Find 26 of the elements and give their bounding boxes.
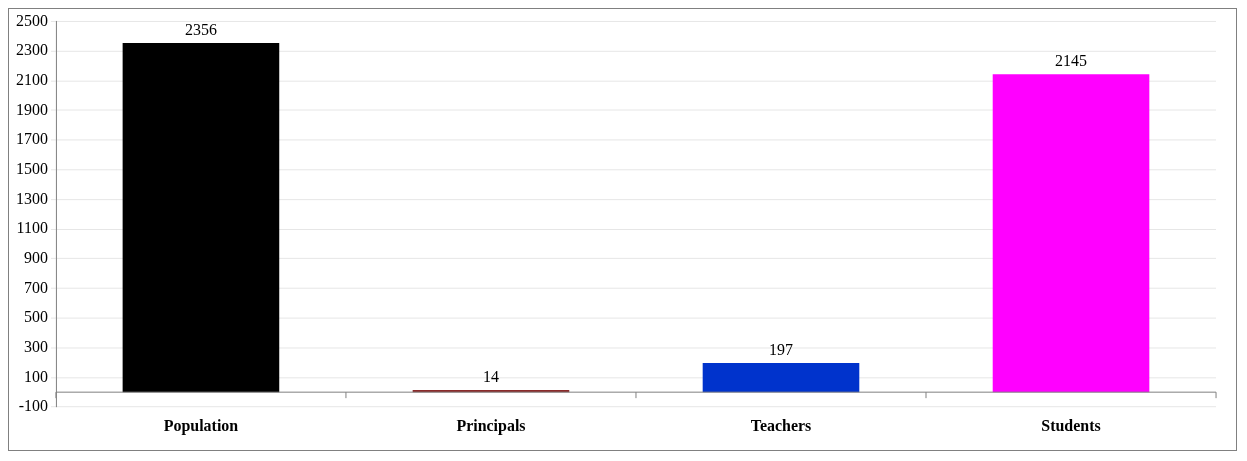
y-tick-label: 1100 bbox=[16, 219, 48, 237]
x-tick-label: Teachers bbox=[750, 416, 812, 434]
y-tick-label: 900 bbox=[24, 248, 48, 266]
x-tick-label: Students bbox=[1041, 416, 1101, 434]
data-label: 2145 bbox=[1055, 52, 1088, 70]
y-tick-label: 1900 bbox=[16, 100, 48, 118]
bar bbox=[702, 362, 860, 393]
y-tick-label: -100 bbox=[18, 397, 48, 415]
data-label: 2356 bbox=[184, 21, 217, 39]
y-tick-label: 2100 bbox=[16, 71, 48, 89]
y-tick-label: 1300 bbox=[16, 189, 48, 207]
data-label: 197 bbox=[769, 341, 793, 359]
y-tick-label: 1700 bbox=[16, 130, 48, 148]
x-tick-label: Population bbox=[163, 416, 239, 435]
y-tick-label: 2500 bbox=[16, 11, 48, 29]
y-tick-label: 100 bbox=[24, 367, 48, 385]
bar bbox=[412, 390, 570, 393]
y-tick-label: 2300 bbox=[16, 41, 48, 59]
y-tick-label: 500 bbox=[24, 308, 48, 326]
data-label: 14 bbox=[482, 368, 499, 386]
y-tick-label: 300 bbox=[24, 337, 48, 355]
bar bbox=[992, 74, 1150, 393]
y-tick-label: 700 bbox=[24, 278, 48, 296]
y-tick-label: 1500 bbox=[16, 160, 48, 177]
x-tick-label: Principals bbox=[456, 416, 526, 435]
bar bbox=[122, 42, 280, 393]
